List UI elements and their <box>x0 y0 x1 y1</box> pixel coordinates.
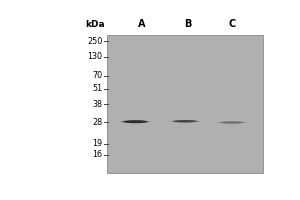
Text: kDa: kDa <box>85 20 105 29</box>
Text: A: A <box>138 19 145 29</box>
Ellipse shape <box>119 121 152 123</box>
Text: 51: 51 <box>92 84 103 93</box>
Ellipse shape <box>216 122 247 123</box>
Bar <box>107 35 263 173</box>
Ellipse shape <box>220 121 244 124</box>
Text: 70: 70 <box>92 71 103 80</box>
Text: B: B <box>184 19 192 29</box>
Text: 38: 38 <box>93 100 103 109</box>
Ellipse shape <box>123 120 148 123</box>
Text: C: C <box>228 19 236 29</box>
Text: 19: 19 <box>92 139 103 148</box>
Text: 130: 130 <box>88 52 103 61</box>
Text: 250: 250 <box>87 37 103 46</box>
Text: 28: 28 <box>92 118 103 127</box>
Text: 16: 16 <box>93 150 103 159</box>
Ellipse shape <box>173 120 197 123</box>
Ellipse shape <box>169 121 201 122</box>
